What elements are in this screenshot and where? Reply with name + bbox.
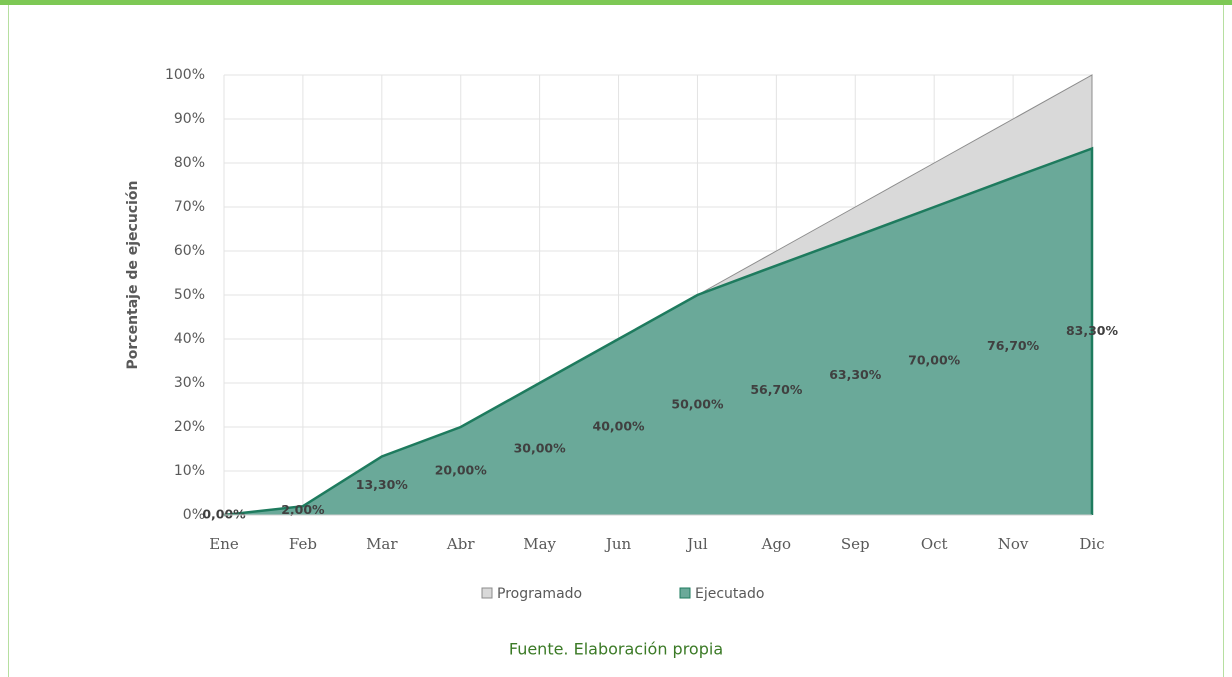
- y-tick-label: 40%: [174, 331, 205, 347]
- legend-label: Programado: [497, 586, 582, 602]
- data-label: 76,70%: [987, 338, 1040, 353]
- x-tick-label: Abr: [446, 535, 475, 553]
- data-label: 0,00%: [202, 507, 246, 522]
- legend-label: Ejecutado: [695, 586, 764, 602]
- data-label: 50,00%: [671, 397, 724, 412]
- caption: Fuente. Elaboración propia: [509, 640, 723, 659]
- x-tick-label: Jun: [604, 535, 632, 553]
- data-label: 2,00%: [281, 502, 325, 517]
- y-tick-label: 0%: [183, 507, 205, 523]
- x-tick-label: Nov: [998, 535, 1029, 553]
- data-label: 40,00%: [593, 419, 646, 434]
- y-tick-label: 70%: [174, 199, 205, 215]
- y-tick-label: 100%: [165, 67, 205, 83]
- legend-swatch: [481, 587, 493, 599]
- y-tick-label: 10%: [174, 463, 205, 479]
- data-label: 70,00%: [908, 353, 961, 368]
- y-axis-title: Porcentaje de ejecución: [125, 181, 141, 370]
- data-label: 30,00%: [514, 441, 567, 456]
- x-tick-label: May: [523, 535, 556, 553]
- y-tick-label: 30%: [174, 375, 205, 391]
- legend-swatch: [679, 587, 691, 599]
- top-border: [0, 0, 1232, 5]
- area-line: [223, 146, 1094, 517]
- data-label: 56,70%: [750, 382, 803, 397]
- x-tick-label: Mar: [366, 535, 398, 553]
- x-tick-label: Oct: [921, 535, 948, 553]
- data-label: 13,30%: [356, 477, 409, 492]
- x-tick-label: Dic: [1079, 535, 1104, 553]
- x-tick-label: Ago: [761, 535, 791, 553]
- y-tick-label: 20%: [174, 419, 205, 435]
- data-label: 20,00%: [435, 463, 488, 478]
- y-tick-label: 50%: [174, 287, 205, 303]
- x-tick-label: Feb: [289, 535, 317, 553]
- x-tick-label: Ene: [209, 535, 239, 553]
- y-tick-label: 60%: [174, 243, 205, 259]
- area: [224, 148, 1092, 516]
- y-tick-label: 80%: [174, 155, 205, 171]
- data-label: 63,30%: [829, 367, 882, 382]
- y-tick-label: 90%: [174, 111, 205, 127]
- x-tick-label: Jul: [685, 535, 708, 553]
- data-label: 83,30%: [1066, 323, 1119, 338]
- x-tick-label: Sep: [841, 535, 870, 553]
